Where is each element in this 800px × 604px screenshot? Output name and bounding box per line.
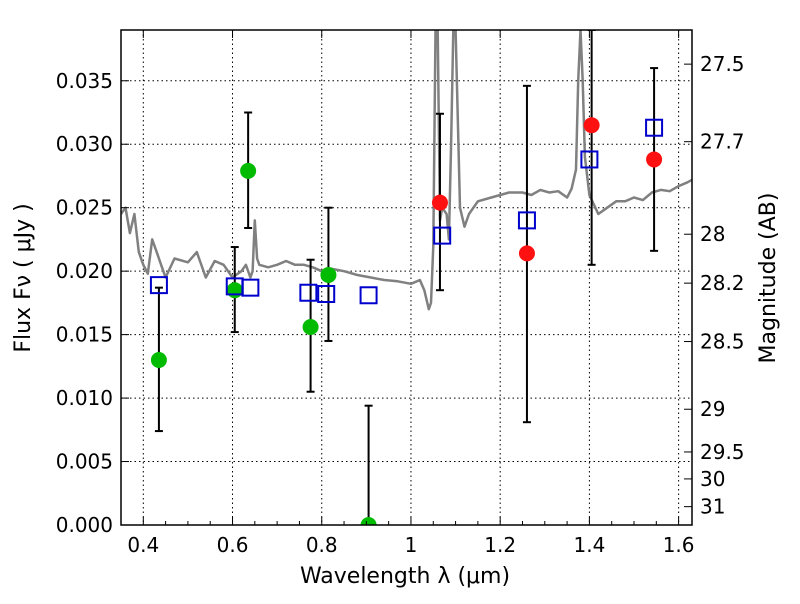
y-tick-label: 0.000 — [56, 513, 113, 537]
data-point — [150, 352, 167, 368]
model-point — [580, 150, 599, 169]
error-bar — [364, 404, 373, 525]
model-point — [433, 226, 452, 245]
x-tick-label: 0.6 — [217, 533, 249, 557]
y-tick-label: 0.035 — [56, 69, 113, 93]
plot-frame — [120, 29, 693, 526]
model-point — [149, 276, 168, 295]
y2-tick-label: 27.5 — [700, 52, 745, 76]
data-point — [226, 282, 243, 299]
model-point — [317, 285, 336, 303]
data-point — [320, 266, 337, 283]
x-tick-label: 0.4 — [127, 533, 159, 557]
y-tick-label: 0.020 — [56, 259, 113, 283]
data-point — [240, 162, 257, 179]
y2-tick-label: 28.2 — [700, 271, 745, 295]
y-tick-label: 0.010 — [56, 386, 113, 410]
x-tick-label: 1.6 — [663, 533, 695, 557]
x-axis-label: Wavelength λ (μm) — [300, 564, 510, 589]
model-spectrum-line — [121, 30, 692, 311]
data-point — [583, 117, 600, 134]
y2-tick-label: 28 — [700, 222, 725, 246]
data-point — [431, 194, 448, 211]
data-point — [360, 517, 377, 525]
y2-axis-label: Magnitude (AB) — [756, 193, 781, 364]
y2-tick-label: 31 — [700, 495, 725, 519]
plot-area — [121, 30, 692, 525]
model-point — [359, 286, 378, 305]
x-tick-label: 1 — [405, 533, 418, 557]
model-point — [645, 118, 664, 137]
model-point — [241, 278, 260, 297]
data-point — [518, 245, 535, 262]
y-axis-label: Flux Fν ( μJy ) — [11, 203, 36, 352]
model-point — [517, 211, 536, 230]
y2-tick-label: 29 — [700, 397, 725, 421]
data-point — [302, 319, 319, 335]
axes: 0.4 0.6 0.8 1 1.2 1.4 1.6 0.000 0.005 0.010 0.015 0… — [56, 29, 745, 557]
y2-tick-label: 29.5 — [700, 440, 745, 464]
x-tick-label: 0.8 — [306, 533, 338, 557]
y-tick-label: 0.005 — [56, 450, 113, 474]
x-tick-label: 1.4 — [573, 533, 605, 557]
error-bar — [587, 30, 596, 266]
y-tick-label: 0.025 — [56, 196, 113, 220]
x-tick-label: 1.2 — [484, 533, 516, 557]
y2-tick-label: 28.5 — [700, 330, 745, 354]
y-tick-label: 0.015 — [56, 323, 113, 347]
y2-tick-label: 30 — [700, 467, 725, 491]
y-tick-label: 0.030 — [56, 132, 113, 156]
model-point — [299, 283, 318, 302]
data-point — [646, 151, 663, 168]
y2-tick-label: 27.7 — [700, 130, 745, 154]
